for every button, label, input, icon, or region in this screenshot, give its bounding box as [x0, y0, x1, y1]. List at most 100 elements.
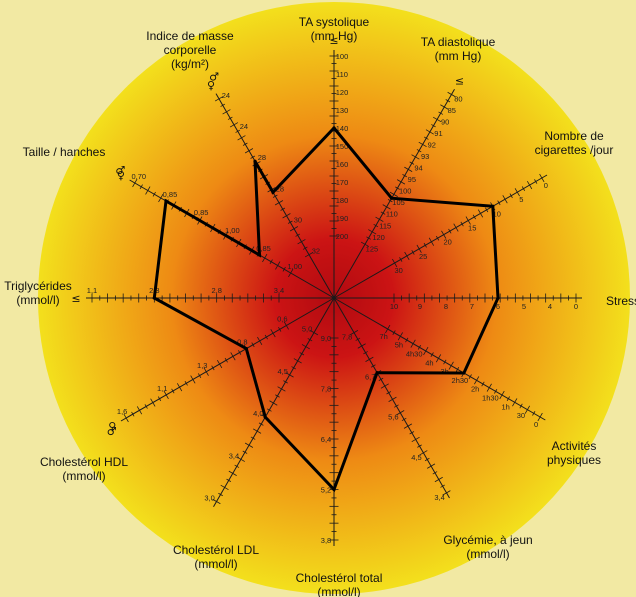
tick-mark-ldl	[226, 478, 232, 483]
tick-mark-activ	[392, 330, 396, 336]
tick-mark-activ	[532, 410, 536, 416]
tick-mark-imc	[229, 122, 239, 128]
tick-mark-taille	[262, 253, 268, 263]
tick-mark-activ	[494, 388, 498, 394]
tick-mark-glyc	[370, 364, 376, 368]
tick-mark-hdl	[224, 357, 228, 363]
tick-mark-imc	[297, 239, 306, 245]
tick-mark-activ	[417, 344, 422, 350]
tick-mark-hdl	[171, 388, 175, 394]
tick-mark-cig	[460, 221, 464, 227]
profile-vertex	[496, 296, 500, 300]
tick-label-stress-6: 6	[496, 302, 500, 311]
tick-mark-imc	[220, 103, 226, 107]
tick-mark-hdl	[163, 390, 169, 399]
tick-mark-taille	[269, 259, 273, 265]
tick-label-ta_sys-200: 200	[336, 232, 349, 241]
tick-mark-hdl	[197, 373, 202, 378]
tick-label-ta_dia-120: 120	[372, 233, 385, 242]
tick-mark-activ	[410, 339, 416, 348]
tick-mark-activ	[481, 381, 485, 387]
tick-mark-cig	[521, 186, 526, 191]
tick-label-taille-0-85: 0,85	[194, 208, 209, 217]
tick-mark-glyc	[401, 417, 407, 422]
tick-mark-cig	[539, 173, 545, 183]
tick-label-hdl-0-8: 0,8	[237, 338, 247, 347]
tick-mark-cig	[404, 251, 410, 261]
tick-mark-cig	[453, 223, 459, 232]
profile-vertex	[253, 159, 257, 163]
tick-mark-ldl	[307, 338, 313, 342]
tick-label-stress-9: 9	[418, 302, 422, 311]
tick-mark-glyc	[403, 423, 413, 429]
tick-mark-activ	[486, 383, 492, 392]
tick-mark-hdl	[190, 375, 196, 384]
profile-vertex	[462, 371, 466, 375]
tick-mark-cig	[416, 244, 422, 253]
tick-mark-ta_dia	[440, 104, 449, 110]
axis-title-line: Cholestérol HDL	[40, 455, 128, 469]
tick-mark-cig	[534, 179, 538, 184]
tick-mark-activ	[506, 396, 510, 402]
tick-mark-activ	[512, 398, 518, 407]
tick-label-ta_dia-125: 125	[366, 244, 379, 253]
axis-title-line: TA systolique	[299, 15, 370, 29]
tick-mark-activ	[537, 412, 543, 422]
tick-mark-ldl	[236, 456, 245, 462]
tick-label-ta_dia-95: 95	[408, 175, 416, 184]
tick-label-chol_tot-6-4: 6,4	[321, 435, 331, 444]
tick-mark-hdl	[176, 383, 183, 392]
axis-title-ldl: Cholestérol LDL (mmol/l)	[173, 543, 259, 571]
tick-label-glyc-3-4: 3,4	[434, 493, 444, 502]
tick-mark-ta_dia	[360, 241, 370, 247]
tick-mark-imc	[289, 226, 299, 232]
tick-mark-imc	[242, 142, 248, 146]
axis-title-line: Nombre de	[544, 129, 604, 143]
axis-title-line: physiques	[547, 453, 601, 467]
tick-mark-hdl	[144, 404, 148, 409]
tick-mark-taille	[132, 178, 138, 188]
tick-label-imc-30: 30	[294, 216, 302, 225]
tick-mark-ldl	[218, 492, 223, 497]
tick-label-ta_dia-80: 80	[454, 94, 462, 103]
axis-symbol-hdl: ♀	[108, 420, 116, 433]
tick-mark-glyc	[363, 351, 368, 355]
tick-label-activ-1h30: 1h30	[482, 394, 499, 403]
tick-mark-ldl	[228, 470, 237, 476]
axis-cig	[333, 174, 548, 299]
tick-mark-hdl	[278, 326, 282, 332]
axis-title-ta_sys: TA systolique (mm Hg)	[299, 15, 370, 43]
axis-title-line: (kg/m²)	[171, 57, 209, 71]
tick-label-stress-8: 8	[444, 302, 448, 311]
tick-mark-glyc	[357, 343, 366, 349]
tick-mark-ta_dia	[416, 149, 422, 153]
tick-label-ldl-4-5: 4,5	[277, 367, 287, 376]
tick-mark-ldl	[250, 436, 256, 440]
tick-mark-imc	[274, 200, 284, 206]
tick-label-activ-4h: 4h	[425, 358, 433, 367]
tick-label-ta_sys-180: 180	[336, 196, 349, 205]
axis-glyc	[333, 297, 450, 499]
tick-mark-activ	[423, 346, 429, 356]
axis-hdl	[120, 297, 335, 422]
axis-title-line: (mm Hg)	[311, 29, 358, 43]
tick-label-chol_tot-7-8: 7,8	[321, 385, 331, 394]
tick-label-ta_dia-115: 115	[379, 221, 391, 230]
tick-label-ta_dia-85: 85	[448, 106, 456, 115]
tick-label-ldl-5-0: 5,0	[302, 325, 312, 334]
profile-vertex	[375, 371, 379, 375]
tick-mark-imc	[214, 96, 224, 102]
tick-mark-ta_dia	[402, 174, 408, 178]
tick-mark-ldl	[258, 422, 264, 426]
tick-mark-cig	[509, 193, 513, 199]
tick-mark-taille	[145, 186, 151, 195]
tick-mark-glyc	[419, 450, 428, 456]
profile-vertex	[271, 190, 275, 194]
tick-mark-cig	[392, 258, 398, 268]
axis-title-cig: Nombre de cigarettes /jour	[535, 129, 614, 157]
tick-mark-glyc	[396, 410, 405, 416]
tick-mark-glyc	[386, 391, 392, 395]
axis-title-hdl: Cholestérol HDL (mmol/l)	[40, 455, 128, 483]
tick-mark-glyc	[411, 436, 420, 443]
